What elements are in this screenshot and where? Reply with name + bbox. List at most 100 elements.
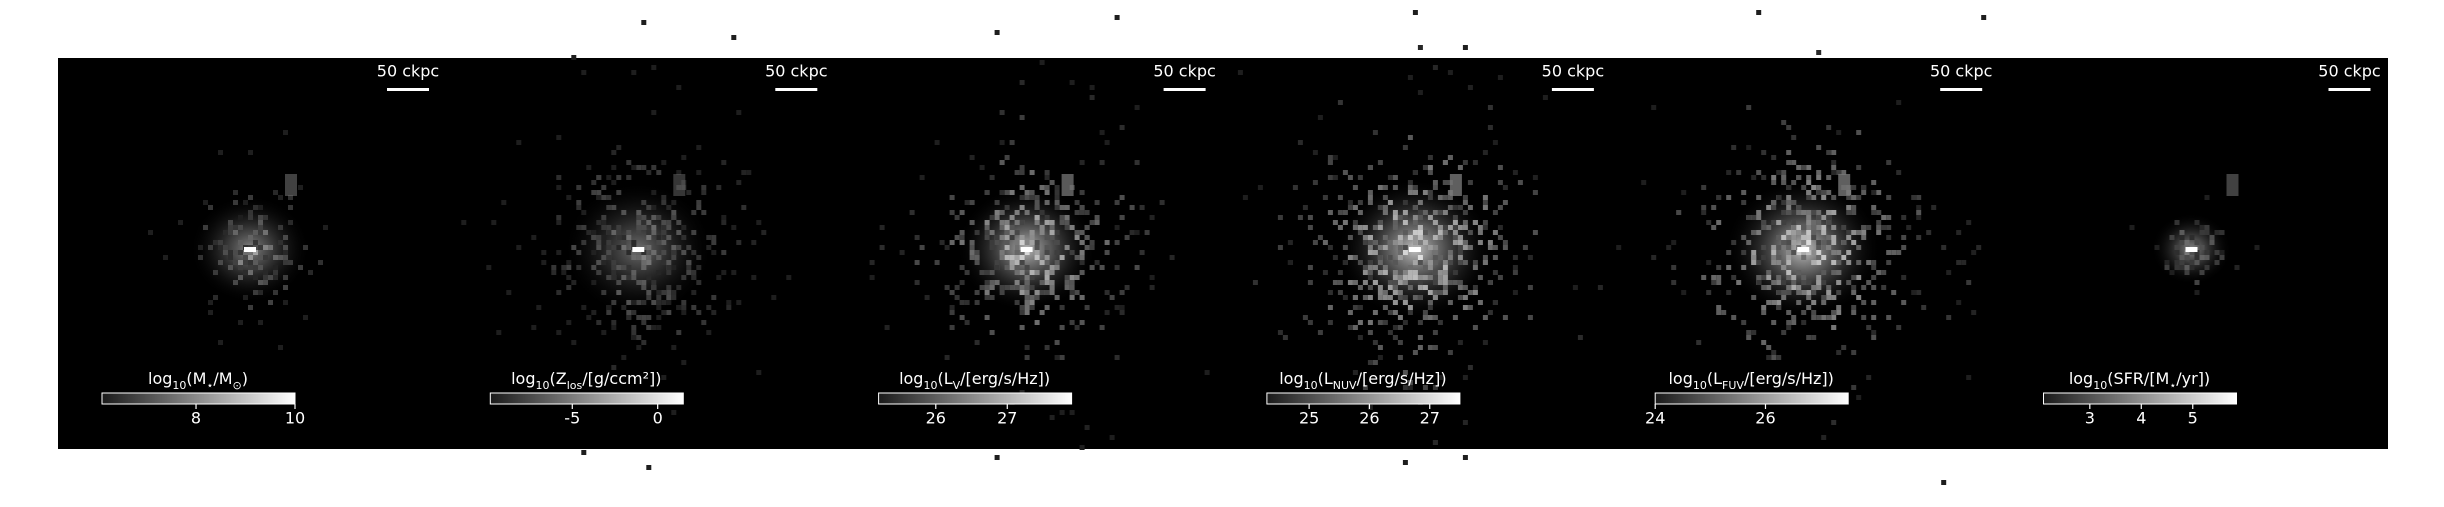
pixel [1811, 300, 1817, 305]
pixel [1422, 265, 1428, 270]
pixel [1886, 260, 1892, 265]
colorbar-label: log10(LFUV/[erg/s/Hz]) [1668, 369, 1833, 392]
pixel [218, 340, 223, 345]
pixel [1044, 280, 1050, 285]
pixel [974, 340, 980, 345]
pixel [1019, 165, 1025, 170]
scalebar [1940, 88, 1983, 91]
pixel [1791, 250, 1797, 255]
pixel [1317, 330, 1323, 335]
pixel [954, 285, 960, 290]
pixel [283, 285, 288, 290]
pixel [1831, 310, 1837, 315]
pixel [243, 260, 248, 265]
pixel [1402, 210, 1408, 215]
pixel [491, 220, 497, 225]
pixel [258, 280, 263, 285]
pixel [1896, 250, 1902, 255]
pixel [576, 265, 582, 270]
pixel [1751, 255, 1757, 260]
pixel [651, 165, 657, 170]
pixel [1796, 230, 1802, 235]
pixel [1796, 290, 1802, 295]
pixel [1821, 190, 1827, 195]
pixel [218, 150, 223, 155]
pixel [1377, 220, 1383, 225]
pixel [1811, 195, 1817, 200]
scalebar-label: 50 ckpc [1930, 62, 1992, 81]
pixel [1357, 230, 1363, 235]
pixel [1009, 230, 1015, 235]
pixel [1044, 345, 1050, 350]
pixel [1019, 250, 1025, 255]
pixel [631, 240, 637, 245]
pixel [636, 300, 642, 305]
pixel [1004, 235, 1010, 240]
pixel [1029, 240, 1035, 245]
pixel [1781, 175, 1787, 180]
pixel [1402, 230, 1408, 235]
pixel [1726, 290, 1732, 295]
pixel [1901, 245, 1907, 250]
pixel [1079, 190, 1085, 195]
pixel [1367, 405, 1373, 410]
pixel [1816, 225, 1822, 230]
pixel [1442, 210, 1448, 215]
pixel [671, 290, 677, 295]
pixel [1801, 290, 1807, 295]
pixel [1961, 260, 1967, 265]
pixel [1462, 285, 1468, 290]
pixel [1791, 240, 1797, 245]
pixel [1492, 270, 1498, 275]
pixel [1497, 165, 1503, 170]
pixel [1024, 250, 1030, 255]
pixel [1019, 115, 1025, 120]
pixel [1931, 205, 1937, 210]
pixel [1437, 235, 1443, 240]
pixel [1741, 320, 1747, 325]
pixel [606, 310, 612, 315]
pixel [1816, 280, 1822, 285]
pixel [989, 175, 995, 180]
pixel [691, 305, 697, 310]
pixel [1327, 320, 1333, 325]
pixel [661, 300, 667, 305]
pixel [1442, 260, 1448, 265]
pixel [1034, 245, 1040, 250]
pixel [268, 300, 273, 305]
pixel [1806, 295, 1812, 300]
pixel [1064, 220, 1070, 225]
pixel [1049, 235, 1055, 240]
pixel [1417, 210, 1423, 215]
pixel [656, 240, 662, 245]
pixel [2179, 255, 2185, 260]
pixel [1442, 195, 1448, 200]
pixel [1781, 290, 1787, 295]
pixel [2184, 240, 2190, 245]
pixel [1094, 260, 1100, 265]
pixel [1377, 255, 1383, 260]
pixel [1826, 290, 1832, 295]
pixel [1806, 215, 1812, 220]
pixel [248, 215, 253, 220]
pixel [1741, 200, 1747, 205]
pixel [1104, 140, 1110, 145]
pixel [994, 265, 1000, 270]
pixel [616, 190, 622, 195]
pixel [1831, 150, 1837, 155]
colorbar [489, 392, 684, 405]
pixel [571, 245, 577, 250]
satellite [1061, 174, 1074, 196]
pixel [1382, 185, 1388, 190]
pixel [1781, 120, 1787, 125]
pixel [959, 210, 965, 215]
pixel [1312, 150, 1318, 155]
pixel [198, 255, 203, 260]
pixel [1029, 275, 1035, 280]
pixel [1721, 310, 1727, 315]
scalebar-label: 50 ckpc [1542, 62, 1604, 81]
pixel [486, 265, 492, 270]
